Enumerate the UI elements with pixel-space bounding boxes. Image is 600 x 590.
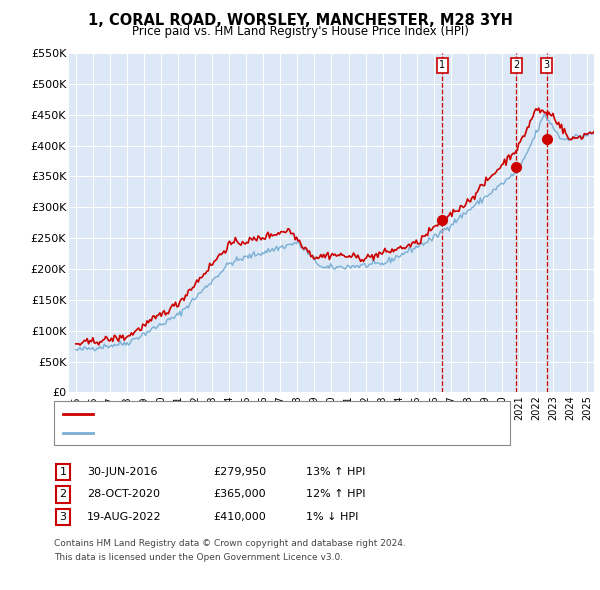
Text: 1, CORAL ROAD, WORSLEY, MANCHESTER, M28 3YH: 1, CORAL ROAD, WORSLEY, MANCHESTER, M28 … [88,13,512,28]
Text: 30-JUN-2016: 30-JUN-2016 [87,467,157,477]
Text: 3: 3 [59,512,67,522]
Text: 19-AUG-2022: 19-AUG-2022 [87,512,161,522]
Text: HPI: Average price, detached house, Salford: HPI: Average price, detached house, Salf… [99,428,329,438]
Text: 2: 2 [59,490,67,499]
Text: 12% ↑ HPI: 12% ↑ HPI [306,490,365,499]
Text: 1% ↓ HPI: 1% ↓ HPI [306,512,358,522]
Text: Price paid vs. HM Land Registry's House Price Index (HPI): Price paid vs. HM Land Registry's House … [131,25,469,38]
Text: This data is licensed under the Open Government Licence v3.0.: This data is licensed under the Open Gov… [54,553,343,562]
Text: 13% ↑ HPI: 13% ↑ HPI [306,467,365,477]
Text: 1: 1 [59,467,67,477]
Text: 1: 1 [439,60,445,70]
Text: £279,950: £279,950 [213,467,266,477]
Text: 2: 2 [513,60,519,70]
Text: 28-OCT-2020: 28-OCT-2020 [87,490,160,499]
Text: Contains HM Land Registry data © Crown copyright and database right 2024.: Contains HM Land Registry data © Crown c… [54,539,406,548]
Text: 3: 3 [544,60,550,70]
Text: 1, CORAL ROAD, WORSLEY, MANCHESTER, M28 3YH (detached house): 1, CORAL ROAD, WORSLEY, MANCHESTER, M28 … [99,409,464,418]
Text: £365,000: £365,000 [213,490,266,499]
Text: £410,000: £410,000 [213,512,266,522]
